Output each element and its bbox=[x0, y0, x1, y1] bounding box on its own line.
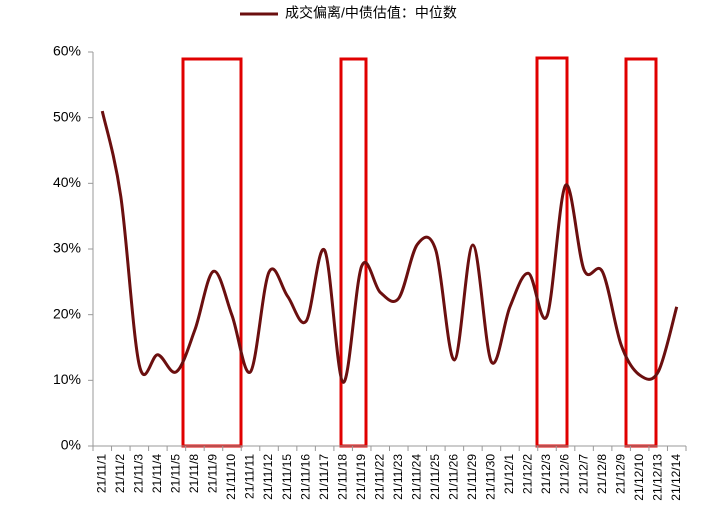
x-tick-label: 21/11/12 bbox=[261, 454, 275, 500]
x-tick-label: 21/11/25 bbox=[428, 454, 442, 500]
x-tick-label: 21/11/5 bbox=[169, 454, 183, 493]
x-tick-label: 21/11/17 bbox=[317, 454, 331, 500]
x-tick-label: 21/11/22 bbox=[372, 454, 386, 500]
x-tick-label: 21/11/30 bbox=[484, 454, 498, 500]
x-tick-label: 21/11/4 bbox=[150, 454, 164, 493]
x-tick-label: 21/12/13 bbox=[650, 454, 664, 501]
x-tick-label: 21/11/8 bbox=[187, 454, 201, 493]
x-tick-label: 21/12/2 bbox=[521, 454, 535, 494]
x-tick-label: 21/11/18 bbox=[335, 454, 349, 500]
y-tick-label: 40% bbox=[53, 174, 81, 190]
x-tick-label: 21/12/10 bbox=[632, 454, 646, 501]
y-tick-label: 10% bbox=[53, 371, 81, 387]
x-tick-label: 21/11/23 bbox=[391, 454, 405, 500]
y-tick-label: 0% bbox=[61, 437, 81, 453]
x-tick-label: 21/11/3 bbox=[132, 454, 146, 493]
y-tick-label: 50% bbox=[53, 108, 81, 124]
x-tick-label: 21/12/9 bbox=[613, 454, 627, 494]
x-tick-label: 21/11/15 bbox=[280, 454, 294, 500]
x-tick-label: 21/11/24 bbox=[409, 454, 423, 500]
x-tick-label: 21/11/11 bbox=[243, 454, 257, 499]
y-tick-label: 60% bbox=[53, 43, 81, 59]
highlight-box bbox=[624, 57, 658, 448]
highlight-box bbox=[181, 57, 243, 448]
y-tick-label: 30% bbox=[53, 240, 81, 256]
x-tick-label: 21/12/6 bbox=[558, 454, 572, 494]
legend-label: 成交偏离/中债估值：中位数 bbox=[285, 5, 457, 21]
x-tick-label: 21/12/7 bbox=[576, 454, 590, 494]
x-tick-label: 21/11/26 bbox=[447, 454, 461, 500]
highlight-box bbox=[339, 57, 368, 448]
x-tick-label: 21/12/3 bbox=[539, 454, 553, 494]
highlight-boxes bbox=[181, 56, 658, 448]
x-tick-label: 21/11/19 bbox=[354, 454, 368, 500]
x-tick-label: 21/11/9 bbox=[206, 454, 220, 493]
x-tick-label: 21/11/29 bbox=[465, 454, 479, 500]
highlight-box bbox=[535, 56, 569, 448]
x-tick-label: 21/11/1 bbox=[94, 454, 108, 493]
x-tick-label: 21/12/1 bbox=[502, 454, 516, 494]
line bbox=[100, 110, 679, 384]
x-tick-label: 21/12/14 bbox=[669, 454, 683, 501]
x-tick-label: 21/12/8 bbox=[595, 454, 609, 494]
x-tick-label: 21/11/16 bbox=[298, 454, 312, 500]
y-tick-label: 20% bbox=[53, 305, 81, 321]
x-tick-label: 21/11/10 bbox=[224, 454, 238, 500]
x-tick-label: 21/11/2 bbox=[113, 454, 127, 493]
